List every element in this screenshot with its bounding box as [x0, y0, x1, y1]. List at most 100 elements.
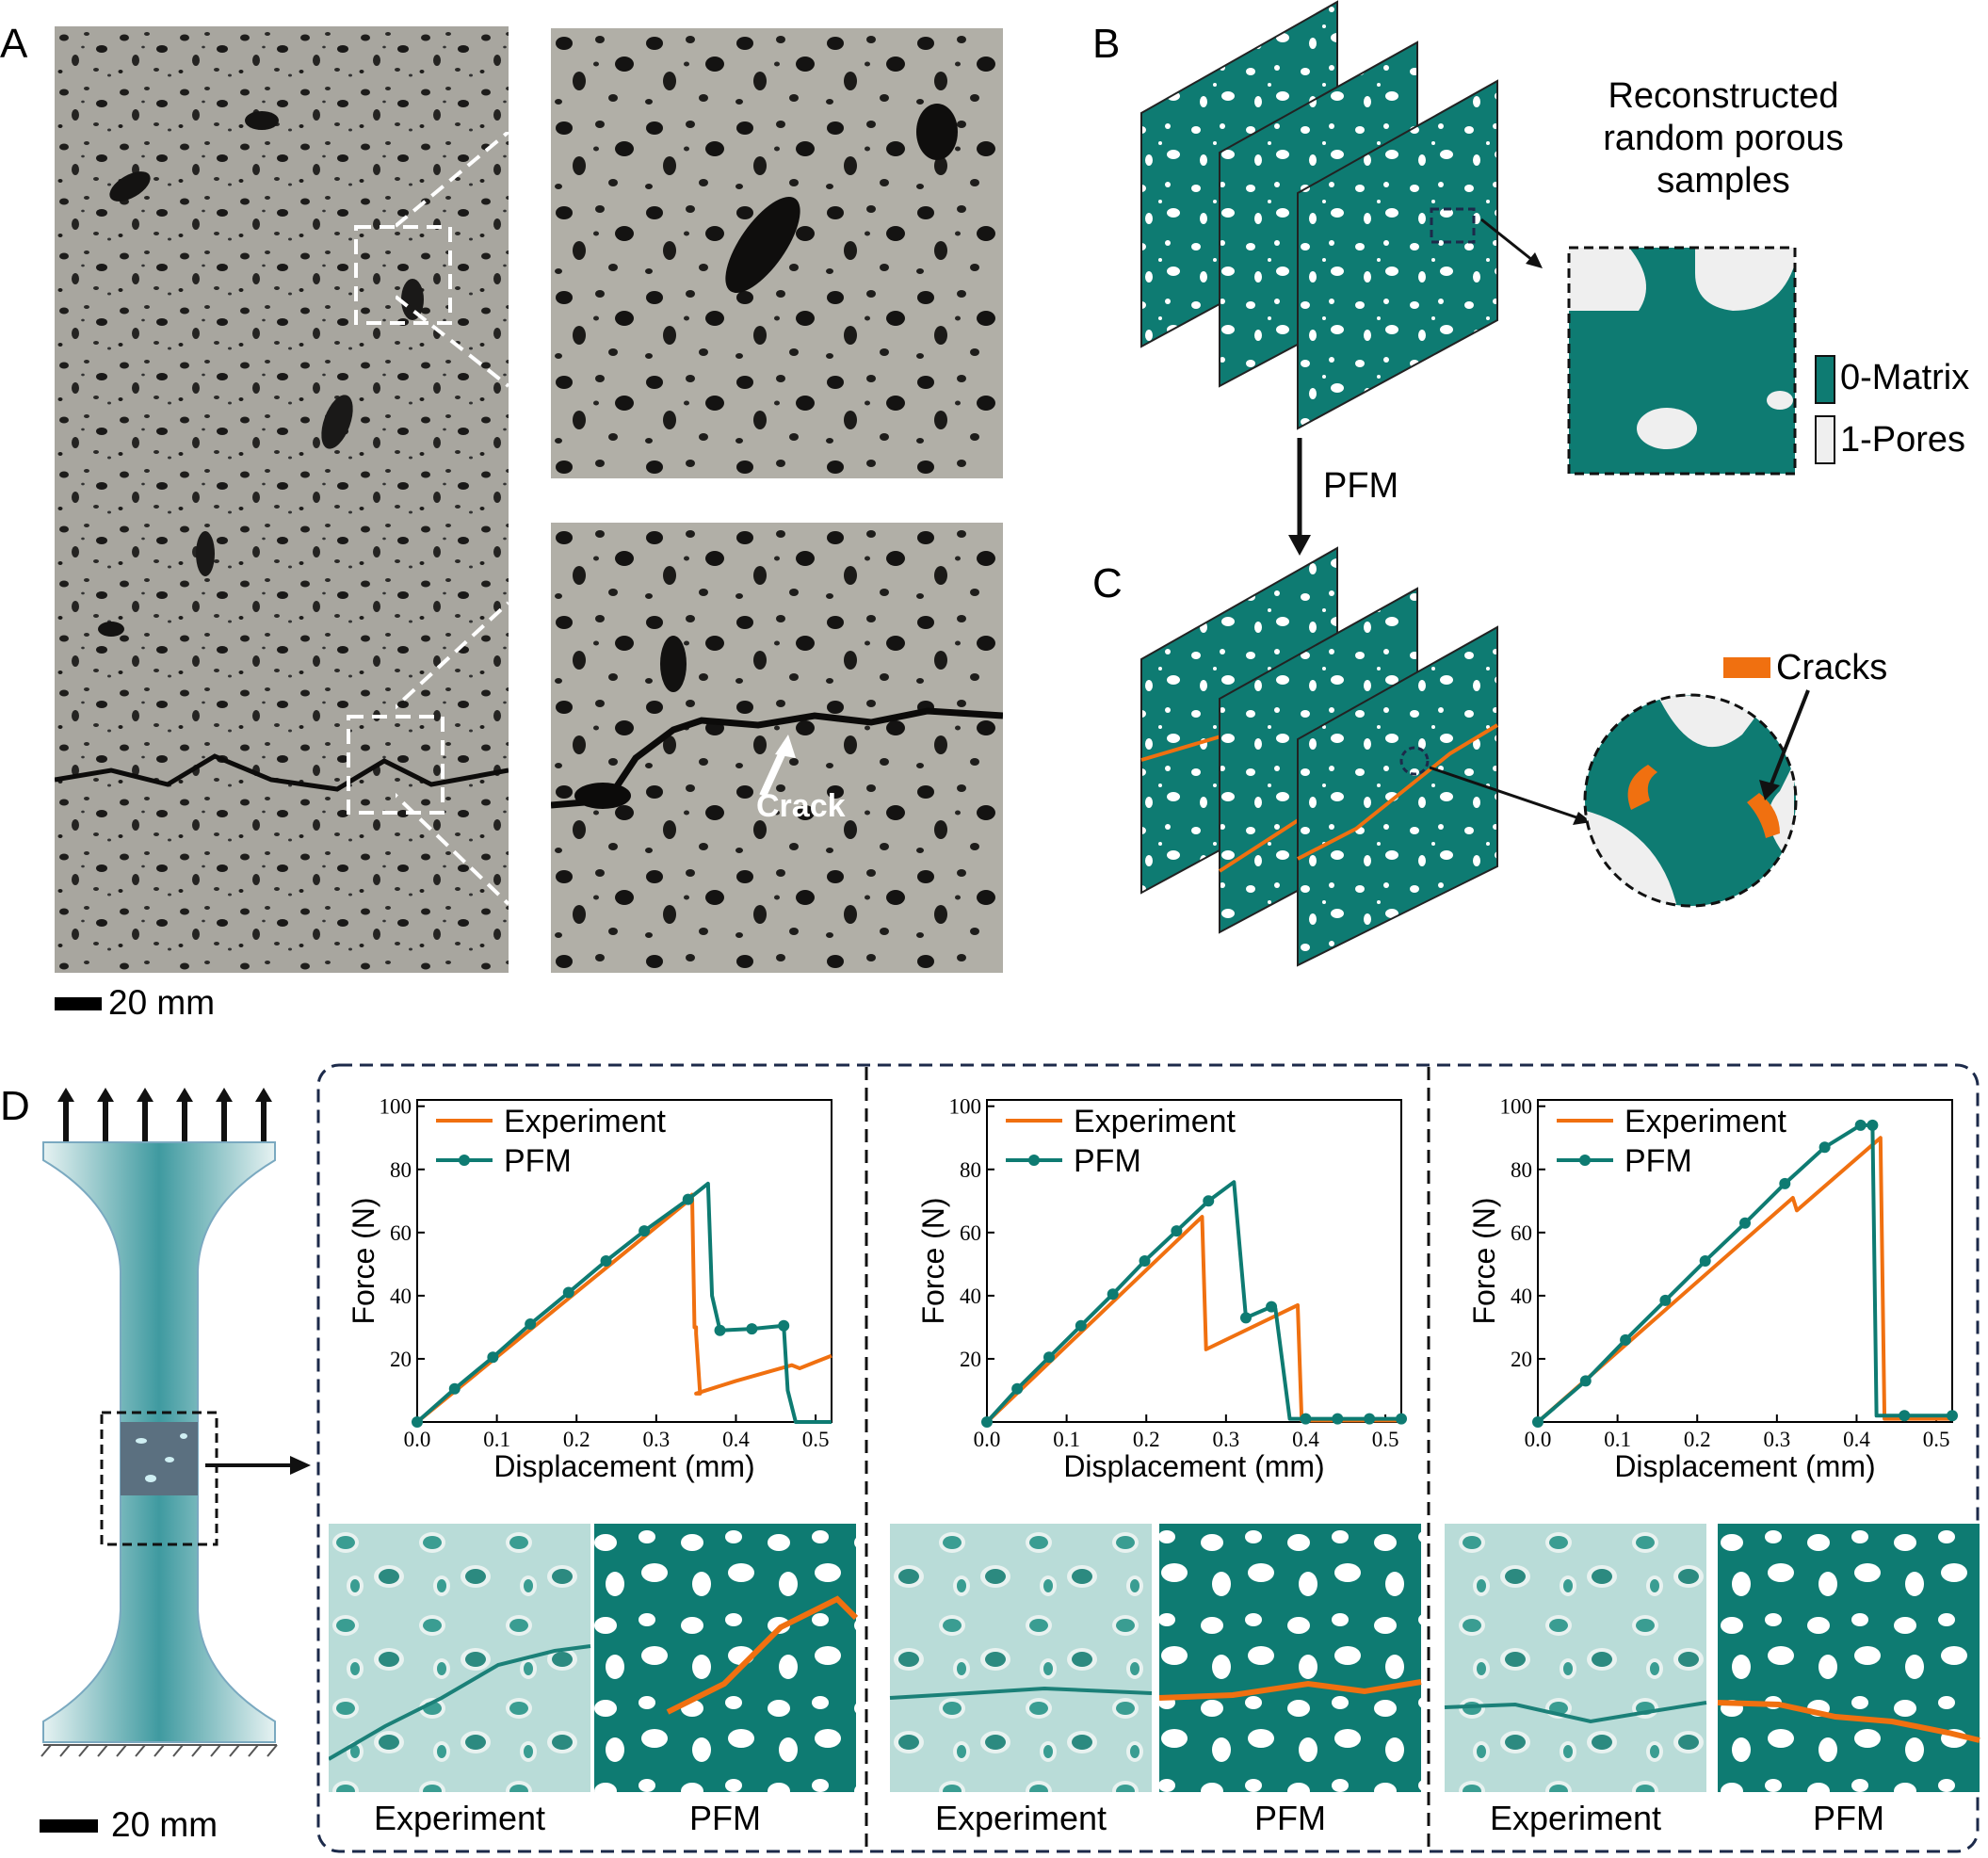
experiment-image-1	[329, 1524, 590, 1792]
data-point	[1043, 1351, 1055, 1364]
legend-label-pores: 1-Pores	[1840, 420, 1966, 460]
legend-label-experiment: Experiment	[1624, 1104, 1787, 1139]
data-point	[1899, 1410, 1911, 1422]
rock-photo-zoom-top	[551, 28, 1003, 478]
force-displacement-chart-1: 0.0 0.1 0.2 0.3 0.4 0.5 20 40 60 80 100 Displacemen…	[347, 1095, 832, 1483]
y-tick-label: 80	[1511, 1158, 1532, 1182]
x-tick-label: 0.2	[563, 1428, 590, 1451]
legend-label-matrix: 0-Matrix	[1840, 358, 1970, 397]
comparison-images	[329, 1524, 1980, 1792]
zoom-connector-lines	[396, 132, 510, 906]
y-tick-label: 100	[949, 1095, 982, 1119]
y-tick-label: 20	[1511, 1348, 1532, 1371]
scale-bar-label-a: 20 mm	[108, 983, 216, 1022]
image-label-pfm-2: PFM	[1254, 1799, 1326, 1837]
x-tick-label: 0.4	[1292, 1428, 1319, 1451]
rock-zoom-texture	[551, 28, 1003, 478]
x-tick-label: 0.5	[1372, 1428, 1399, 1451]
y-tick-label: 40	[960, 1284, 981, 1308]
image-label-experiment-1: Experiment	[373, 1799, 546, 1837]
rock-texture	[55, 26, 509, 973]
data-point	[1332, 1413, 1344, 1425]
legend-label-pfm: PFM	[504, 1143, 572, 1179]
legend-marker	[1028, 1155, 1040, 1166]
rock-photo-zoom-bottom: Crack	[551, 523, 1003, 973]
x-tick-label: 0.3	[1763, 1428, 1790, 1451]
experiment-image-2	[890, 1524, 1152, 1792]
x-tick-label: 0.2	[1684, 1428, 1711, 1451]
y-tick-label: 80	[390, 1158, 412, 1182]
plot-frame	[1537, 1099, 1953, 1423]
slices-b	[1140, 0, 1543, 430]
y-axis-label: Force (N)	[347, 1197, 380, 1324]
legend-label-pfm: PFM	[1074, 1143, 1141, 1179]
x-tick-label: 0.0	[974, 1428, 1001, 1451]
data-point	[1779, 1177, 1791, 1189]
rock-crack-texture	[551, 523, 1003, 973]
data-point	[1203, 1195, 1215, 1207]
x-axis-label: Displacement (mm)	[1614, 1449, 1875, 1483]
data-point	[600, 1255, 612, 1267]
data-point	[1867, 1119, 1879, 1131]
series-line-experiment	[985, 1215, 1401, 1424]
data-point	[1171, 1225, 1183, 1237]
image-label-experiment-2: Experiment	[934, 1799, 1107, 1837]
legend-label-experiment: Experiment	[504, 1104, 667, 1139]
data-point	[682, 1193, 694, 1205]
series-line-pfm	[985, 1180, 1401, 1424]
dogbone-specimen	[40, 1088, 311, 1757]
panel-b-title: Reconstructed random porous samples	[1544, 75, 1902, 202]
magnified-circle	[1583, 693, 1798, 908]
data-point	[1532, 1416, 1544, 1428]
force-displacement-chart-3: 0.0 0.1 0.2 0.3 0.4 0.5 20 40 60 80 100 Displacemen…	[1467, 1095, 1958, 1483]
panel-label-d: D	[0, 1083, 30, 1129]
plot-frame	[416, 1099, 832, 1423]
data-point	[1075, 1319, 1087, 1332]
experiment-image-3	[1445, 1524, 1706, 1792]
panel-label-b: B	[1092, 21, 1121, 67]
legend-marker	[459, 1155, 470, 1166]
data-point	[412, 1416, 423, 1428]
legend-marker	[1579, 1155, 1591, 1166]
data-point	[487, 1351, 499, 1364]
panel-b-title-line-2: random porous	[1603, 119, 1844, 158]
y-tick-label: 80	[960, 1158, 981, 1182]
y-tick-label: 60	[960, 1221, 981, 1245]
x-axis-label: Displacement (mm)	[493, 1449, 754, 1483]
panel-label-a: A	[0, 21, 28, 67]
series-line-experiment	[1536, 1136, 1952, 1424]
x-tick-label: 0.3	[1212, 1428, 1239, 1451]
data-point	[1240, 1312, 1252, 1324]
data-point	[1107, 1288, 1119, 1301]
panel-b-title-line-3: samples	[1657, 161, 1790, 201]
x-tick-label: 0.1	[1053, 1428, 1080, 1451]
x-tick-label: 0.4	[1843, 1428, 1870, 1451]
data-point	[1139, 1255, 1151, 1267]
data-point	[525, 1318, 537, 1331]
data-point	[1011, 1382, 1024, 1395]
pfm-image-2	[1159, 1524, 1421, 1792]
x-tick-label: 0.3	[642, 1428, 670, 1451]
series-line-pfm	[415, 1181, 832, 1424]
data-point	[1396, 1413, 1407, 1425]
image-label-pfm-3: PFM	[1813, 1799, 1884, 1837]
results-frame	[316, 1063, 1980, 1853]
series-line-pfm	[1536, 1123, 1952, 1424]
x-tick-label: 0.4	[722, 1428, 750, 1451]
slices-c	[1140, 546, 1592, 967]
y-tick-label: 60	[390, 1221, 412, 1245]
force-displacement-chart-2: 0.0 0.1 0.2 0.3 0.4 0.5 20 40 60 80 100 Displacemen…	[916, 1095, 1407, 1483]
plot-frame	[986, 1099, 1402, 1423]
data-point	[1699, 1255, 1711, 1267]
data-point	[714, 1324, 726, 1336]
panel-b-title-line-1: Reconstructed	[1608, 76, 1839, 116]
data-point	[778, 1319, 790, 1332]
data-point	[981, 1416, 993, 1428]
data-point	[1579, 1375, 1592, 1387]
data-point	[1739, 1217, 1751, 1229]
y-tick-label: 20	[390, 1348, 412, 1371]
pfm-image-1	[594, 1524, 856, 1792]
cracks-label: Cracks	[1776, 648, 1888, 687]
data-point	[1620, 1333, 1632, 1346]
porous-slices-diagram	[1140, 0, 1835, 967]
